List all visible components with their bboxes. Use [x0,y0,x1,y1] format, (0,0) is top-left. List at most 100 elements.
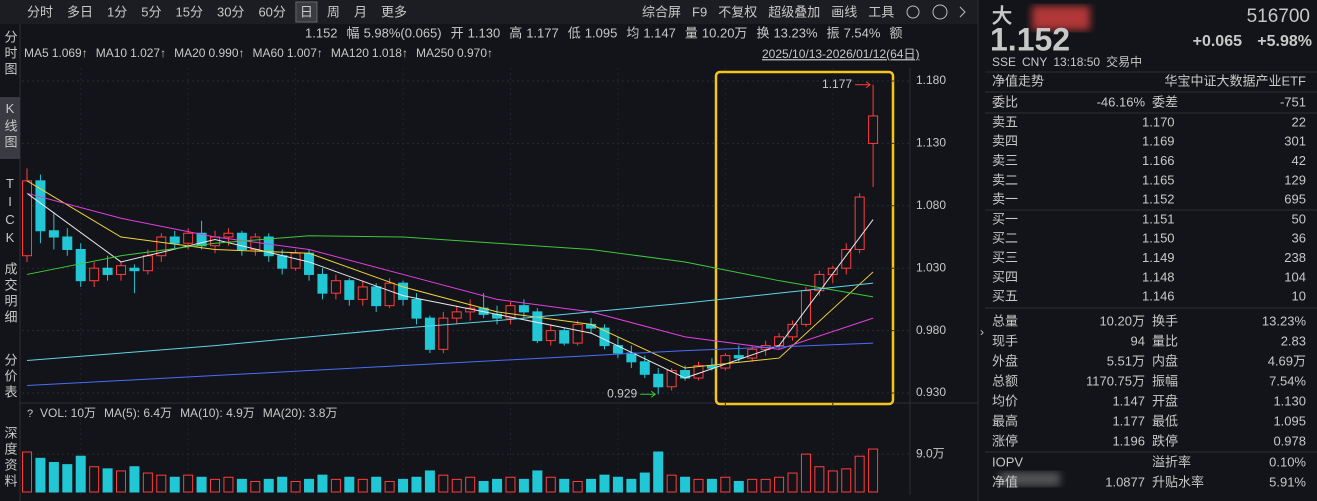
tab[interactable]: 1分 [107,4,127,19]
tab[interactable]: 分时 [27,4,53,19]
candle-body [827,267,838,275]
candle-body [868,115,879,144]
vol-tick-label: 9.0万 [916,446,945,460]
quote-label: 均 [626,25,639,40]
stat-value: 0.10% [1269,454,1306,469]
volume-bar [586,478,597,493]
y-tick-label: 1.180 [916,73,946,87]
stat-label: 升贴水率 [1152,474,1204,489]
volume-bar [35,457,46,493]
volume-bar [102,468,113,493]
candle-body [398,282,409,300]
tab[interactable]: 周 [327,4,340,19]
volume-bar [841,468,852,493]
next-icon[interactable] [959,6,966,18]
volume-bar [787,472,798,493]
highlight-box [714,70,895,406]
candle-body [317,273,328,294]
stat-value: 1.130 [1273,393,1306,408]
side-tab[interactable]: K线图 [3,101,18,151]
quote-label: 幅 [347,25,360,40]
volume-bar [774,476,785,493]
book-label: 卖一 [992,192,1018,207]
toolbar-button[interactable]: 工具 [868,4,894,19]
tab[interactable]: 月 [354,4,367,19]
tab[interactable]: 30分 [217,4,244,19]
quote-value: 7.54% [844,25,881,40]
order-diff-value: -751 [1280,94,1306,109]
order-diff-label: 委差 [1152,94,1178,109]
side-tab[interactable]: 分价表 [3,353,18,401]
ma-line [26,282,874,362]
side-tab[interactable]: 分时图 [3,30,18,78]
candle-body [518,305,529,313]
toolbar-button[interactable]: F9 [692,4,707,19]
stat-label: 最高 [992,413,1018,428]
quote-exchange: SSE [992,55,1016,69]
price: 1.152 [990,21,1070,57]
volume-bar [532,470,543,493]
nav-link[interactable]: 净值走势 [992,73,1044,88]
toolbar-button[interactable]: 综合屏 [642,4,681,19]
stat-label: 总额 [992,373,1018,388]
stat-value: 1.095 [1273,413,1306,428]
candle-body [156,236,167,257]
stat-value: 5.51万 [1107,353,1145,368]
book-label: 买一 [992,211,1018,226]
stat-value: 2.83 [1281,333,1306,348]
candle-body [48,230,59,238]
side-tab[interactable]: TICK [3,176,18,248]
tab[interactable]: 60分 [258,4,285,19]
stat-label: 内盘 [1152,353,1178,368]
volume-bar [62,464,73,493]
stat-value: 5.91% [1269,474,1306,489]
book-label: 卖三 [992,153,1018,168]
candle-body [344,280,355,300]
candle-body [438,317,449,350]
candle-body [116,265,127,275]
side-tab[interactable]: 成交明细 [3,262,18,326]
toolbar-icons[interactable] [906,4,966,20]
book-label: 卖四 [992,134,1018,149]
full-name: 华宝中证大数据产业ETF [1164,73,1306,88]
ma-legend-name: MA60 [253,46,285,60]
candle-body [572,323,583,344]
side-tab[interactable]: 深度资料 [3,426,18,490]
candle-body [89,267,100,282]
toolbar-button[interactable]: 超级叠加 [768,4,820,19]
quote-label: 高 [509,25,522,40]
toolbar-button[interactable]: 画线 [831,4,857,19]
ma-legend-value: 1.027↑ [130,46,166,60]
book-price: 1.150 [1142,231,1175,246]
tab[interactable]: 多日 [67,4,93,19]
quote-value: 1.152 [305,25,338,40]
volume-bar [330,478,341,493]
quote-value: 10.20万 [702,25,748,40]
candle-body [720,355,731,369]
ma-line [26,180,874,369]
candle-body [75,248,86,282]
order-ratio-value: -46.16% [1097,94,1146,109]
candle-body [411,298,422,319]
vol-legend: VOL: 10万 [40,406,96,420]
help-icon[interactable] [932,4,948,20]
book-price: 1.166 [1142,153,1175,168]
stat-value: 13.23% [1262,313,1307,328]
volume-bar [357,478,368,493]
toolbar-button[interactable]: 不复权 [718,4,757,19]
tab[interactable]: 日 [300,4,313,19]
stat-label: 开盘 [1152,393,1178,408]
tab-bar [0,0,978,24]
volume-bar [196,476,207,493]
ma-legend-name: MA5 [24,46,49,60]
tab[interactable]: 5分 [141,4,161,19]
volume-bar [492,478,503,493]
tab[interactable]: 15分 [176,4,203,19]
book-price: 1.148 [1142,269,1175,284]
candle-body [424,317,435,350]
settings-icon[interactable] [906,5,920,19]
collapse-arrow[interactable]: › [980,325,984,339]
book-volume: 129 [1284,172,1306,187]
volume-bar [48,462,59,493]
tab[interactable]: 更多 [381,4,407,19]
